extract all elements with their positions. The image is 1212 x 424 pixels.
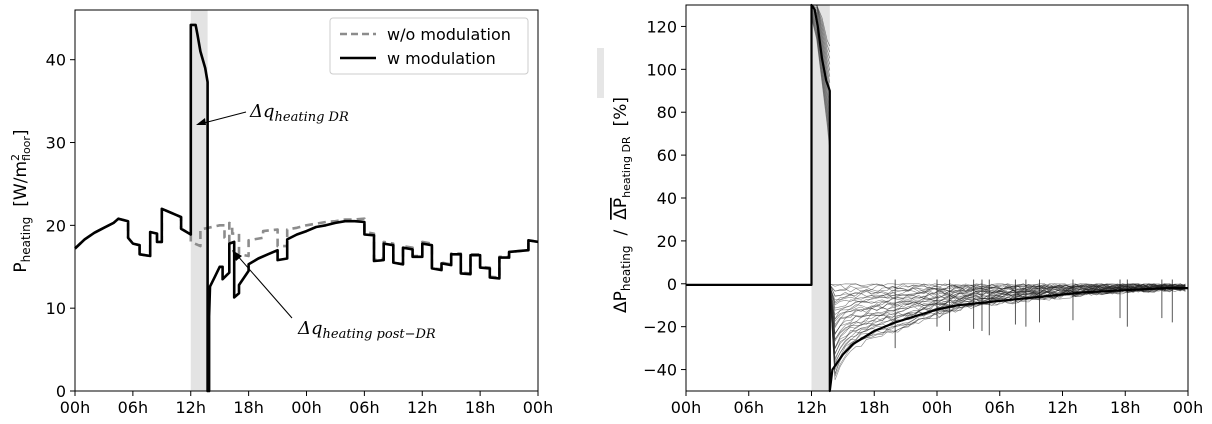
x-tick-label: 18h	[233, 398, 264, 417]
y-tick-label: 0	[667, 275, 677, 294]
right-chart: 00h 06h 12h 18h 00h 06h 12h 18h 00h −40 −20 0 20 40 60…	[597, 3, 1204, 417]
x-tick-label: 00h	[60, 398, 91, 417]
dr-period-shading	[190, 10, 208, 391]
x-tick-label: 06h	[118, 398, 149, 417]
x-tick-label: 12h	[796, 398, 827, 417]
x-tick-label: 00h	[922, 398, 953, 417]
legend-label-wo-modulation: w/o modulation	[387, 25, 511, 44]
y-tick-label: 120	[646, 17, 677, 36]
x-tick-label: 12h	[407, 398, 438, 417]
series-line-mean	[686, 3, 1188, 393]
label-artifact	[597, 48, 604, 98]
legend: w/o modulation w modulation	[329, 17, 529, 75]
left-y-axis-title: Pheating[W/m2floor]	[9, 129, 33, 272]
ensemble-recovery-curve	[829, 288, 1186, 377]
annotation-post-dr-arrowhead	[232, 250, 242, 261]
y-tick-label: 40	[46, 51, 66, 70]
y-tick-label: 80	[657, 103, 677, 122]
y-tick-label: 10	[46, 299, 66, 318]
x-tick-label: 18h	[465, 398, 496, 417]
annotation-dr-arrowhead	[196, 118, 206, 125]
ensemble-dr-curve	[811, 4, 831, 77]
y-tick-label: −20	[643, 318, 677, 337]
x-tick-label: 06h	[349, 398, 380, 417]
ensemble-recovery-curve	[829, 287, 1186, 364]
ensemble-recovery-curve	[829, 283, 1186, 288]
annotation-dr-arrow	[199, 111, 247, 125]
ensemble-dr-curve	[811, 11, 831, 126]
y-tick-label: −40	[643, 361, 677, 380]
y-tick-label: 60	[657, 146, 677, 165]
x-tick-label: 00h	[291, 398, 322, 417]
ensemble-recovery-curve	[829, 283, 1186, 301]
x-tick-label: 06h	[985, 398, 1016, 417]
annotation-dr: Δqheating DR	[249, 101, 349, 125]
ensemble-dr-curve	[811, 14, 831, 139]
y-tick-label: 40	[657, 189, 677, 208]
y-tick-label: 20	[46, 216, 66, 235]
annotation-post-dr: Δqheating post−DR	[297, 318, 436, 342]
y-tick-label: 0	[56, 382, 66, 401]
ensemble-recovery-curve	[829, 283, 1186, 290]
series-line-w-o-modulation	[74, 207, 539, 279]
x-tick-label: 12h	[1047, 398, 1078, 417]
plot-frame	[685, 4, 1189, 392]
annotation-post-dr-arrow	[235, 253, 293, 319]
legend-label-w-modulation: w modulation	[387, 49, 496, 68]
ensemble-recovery-curve	[829, 283, 1186, 320]
right-y-axis-title: ΔPheating/ΔPheating DR[%]	[611, 97, 633, 313]
x-tick-label: 06h	[734, 398, 765, 417]
x-tick-label: 00h	[671, 398, 702, 417]
ensemble-dr-curve	[811, 17, 831, 151]
x-tick-label: 00h	[523, 398, 554, 417]
ensemble-curves	[811, 4, 1186, 381]
y-tick-label: 100	[646, 60, 677, 79]
ensemble-dr-curve	[811, 13, 831, 132]
x-tick-label: 00h	[1173, 398, 1204, 417]
y-tick-label: 30	[46, 134, 66, 153]
x-tick-label: 18h	[1110, 398, 1141, 417]
ensemble-dr-curve	[811, 16, 831, 145]
legend-box	[329, 17, 529, 75]
series-line-w-modulation	[74, 23, 539, 393]
y-tick-label: 20	[657, 232, 677, 251]
x-tick-label: 12h	[176, 398, 207, 417]
x-tick-label: 18h	[859, 398, 890, 417]
